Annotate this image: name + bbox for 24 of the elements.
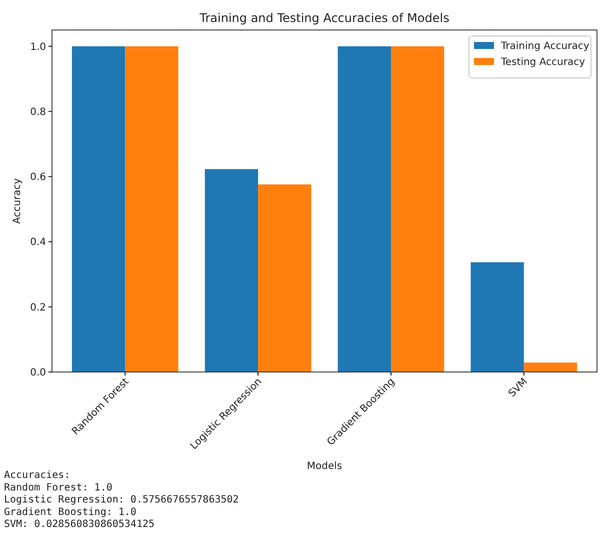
y-tick-label: 0.6 <box>30 172 46 184</box>
text: Accuracies: <box>4 470 70 481</box>
text: Random Forest: 1.0 <box>4 482 112 494</box>
y-tick-label: 1.0 <box>30 42 46 53</box>
chart-title: Training and Testing Accuracies of Models <box>198 11 450 25</box>
bar <box>125 46 178 372</box>
bar <box>258 184 312 372</box>
y-tick-label: 0.0 <box>30 368 46 378</box>
legend-label: Testing Accuracy <box>500 57 586 68</box>
text: Logistic Regression: 0.5756676557863502 <box>4 494 239 506</box>
bar <box>72 46 126 372</box>
bar <box>204 169 258 372</box>
y-tick-label: 0.2 <box>30 302 46 314</box>
x-axis-title: Models <box>306 461 342 472</box>
bar <box>338 46 391 372</box>
y-axis-title: Accuracy <box>12 178 23 224</box>
y-tick-label: 0.4 <box>30 237 46 248</box>
text: SVM: 0.028560830860534125 <box>4 519 155 530</box>
bar <box>390 46 444 372</box>
bar <box>470 262 524 372</box>
legend-label: Training Accuracy <box>500 41 590 52</box>
y-tick-label: 0.8 <box>30 106 46 118</box>
bar <box>524 362 578 372</box>
text: Gradient Boosting: 1.0 <box>4 506 136 518</box>
